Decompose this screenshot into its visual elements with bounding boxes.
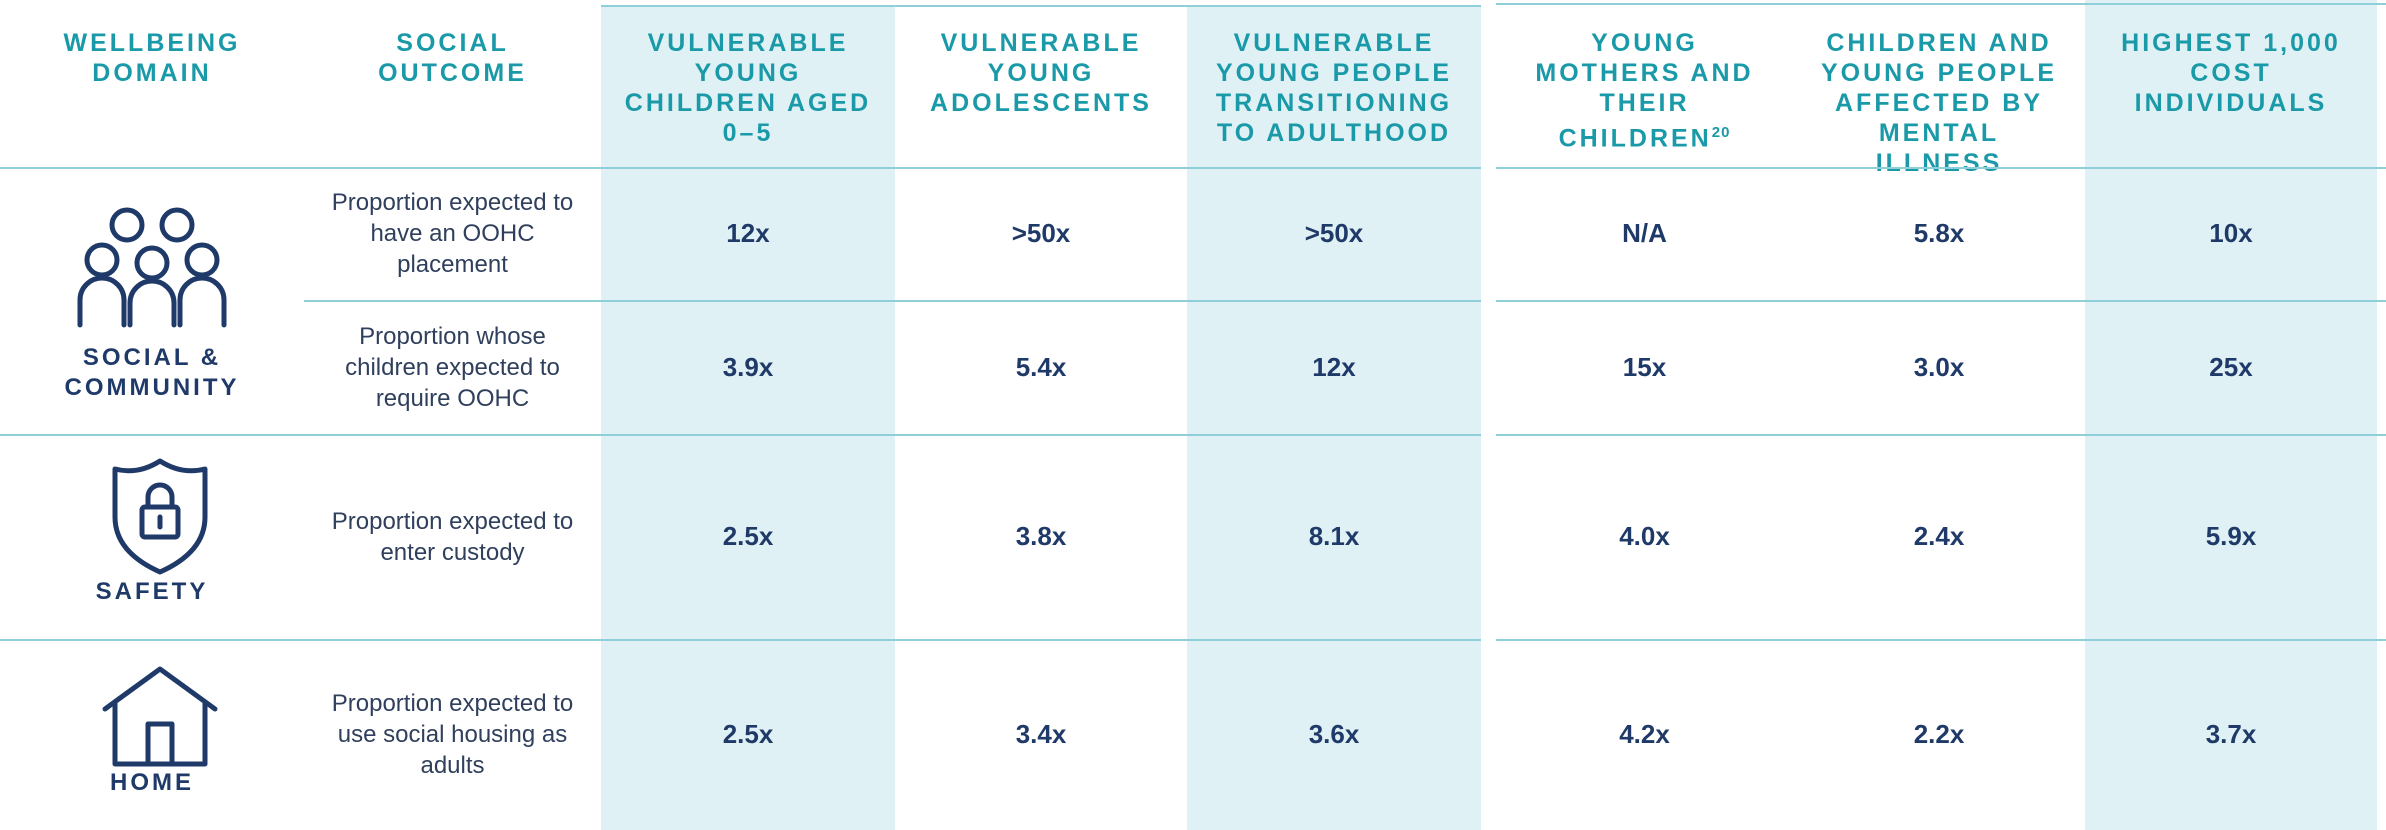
column-shade xyxy=(601,6,895,830)
column-shade xyxy=(2085,0,2377,830)
house-icon xyxy=(102,666,218,767)
column-shade xyxy=(1187,6,1481,830)
column-header: YOUNG MOTHERS AND THEIR CHILDREN20 xyxy=(1496,0,1793,167)
outcome-cell: Proportion whose children expected to re… xyxy=(345,322,560,412)
rule xyxy=(0,434,1481,436)
outcome-cell: Proportion expected to use social housin… xyxy=(331,690,574,779)
value-cell: 15x xyxy=(1622,351,1667,382)
value-cell: 5.4x xyxy=(1015,351,1067,382)
value-cell: N/A xyxy=(1622,218,1667,248)
domain-label: HOME xyxy=(110,769,194,796)
column-header: WELLBEING DOMAIN xyxy=(63,29,241,87)
column-header: HIGHEST 1,000 COST INDIVIDUALS xyxy=(2121,29,2341,117)
header-text: YOUNG MOTHERS AND THEIR CHILDREN xyxy=(1535,29,1754,153)
value-cell: 3.6x xyxy=(1308,719,1360,749)
value-cell: >50x xyxy=(1304,218,1364,248)
column-header: VULNERABLE YOUNG PEOPLE TRANSITIONING TO… xyxy=(1215,29,1453,147)
value-cell: 3.7x xyxy=(2205,719,2257,749)
rule xyxy=(1496,639,2386,641)
value-cell: 3.0x xyxy=(1913,351,1965,382)
outcome-cell: Proportion expected to enter custody xyxy=(331,507,574,566)
value-cell: 3.4x xyxy=(1015,719,1067,749)
footnote: 20 xyxy=(1711,124,1731,141)
rule xyxy=(1496,3,2386,5)
domain-label: SAFETY xyxy=(95,578,209,605)
value-cell: 2.5x xyxy=(722,521,774,551)
rule xyxy=(1496,167,2386,169)
value-cell: 2.4x xyxy=(1913,521,1965,551)
value-cell: 4.2x xyxy=(1619,719,1670,749)
value-cell: 3.8x xyxy=(1015,521,1067,551)
rule xyxy=(601,5,1481,7)
value-cell: 5.9x xyxy=(2205,521,2257,551)
rule xyxy=(1496,434,2386,436)
value-cell: 4.0x xyxy=(1619,521,1670,551)
column-header: VULNERABLE YOUNG CHILDREN AGED 0–5 xyxy=(624,29,872,147)
value-cell: 12x xyxy=(1312,351,1356,382)
outcome-cell: Proportion expected to have an OOHC plac… xyxy=(331,189,574,278)
column-header: SOCIAL OUTCOME xyxy=(378,29,527,87)
value-cell: 5.8x xyxy=(1913,218,1965,248)
value-cell: 25x xyxy=(2209,351,2253,382)
people-icon xyxy=(77,207,227,328)
value-cell: 8.1x xyxy=(1308,521,1360,551)
shield-icon xyxy=(112,458,208,575)
rule xyxy=(0,167,1481,169)
value-cell: >50x xyxy=(1011,218,1071,248)
value-cell: 10x xyxy=(2209,218,2253,248)
value-cell: 3.9x xyxy=(722,351,774,382)
value-cell: 12x xyxy=(726,218,770,248)
domain-label: SOCIAL & COMMUNITY xyxy=(64,344,240,401)
value-cell: 2.5x xyxy=(722,719,774,749)
rule xyxy=(0,639,1481,641)
rule xyxy=(304,300,1481,302)
column-header: CHILDREN AND YOUNG PEOPLE AFFECTED BY ME… xyxy=(1820,29,2058,177)
column-header: VULNERABLE YOUNG ADOLESCENTS xyxy=(930,29,1152,117)
rule xyxy=(1496,300,2386,302)
header-wrap: YOUNG MOTHERS AND THEIR CHILDREN20 xyxy=(1514,28,1775,153)
value-cell: 2.2x xyxy=(1913,719,1965,749)
